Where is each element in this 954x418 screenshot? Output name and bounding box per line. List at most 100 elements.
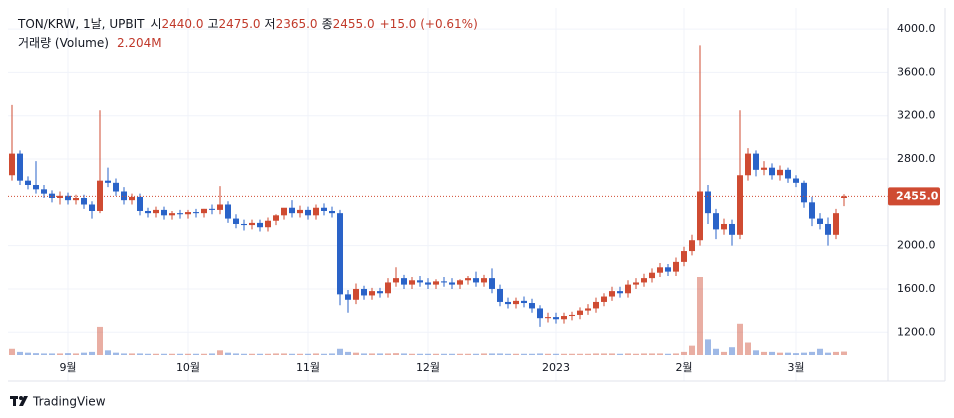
volume-bar (129, 353, 135, 355)
candle-body (673, 261, 679, 272)
candle-body (737, 175, 743, 235)
candle-body (17, 153, 23, 181)
volume-bar (473, 353, 479, 355)
volume-bar (153, 353, 159, 355)
volume-bar (265, 353, 271, 355)
y-tick-label: 4000.0 (897, 22, 936, 35)
candle-body (97, 180, 103, 211)
x-tick-label: 10월 (176, 361, 200, 374)
candle-body (313, 207, 319, 216)
volume-bar (249, 353, 255, 355)
volume-legend: 거래량 (Volume) 2.204M (18, 36, 162, 50)
x-tick-label: 12월 (416, 361, 440, 374)
volume-layer (9, 277, 847, 355)
candle-body (73, 197, 79, 201)
candle-body (633, 282, 639, 285)
candle-body (105, 180, 111, 183)
close-value: 2455.0 (333, 17, 375, 31)
volume-value: 2.204M (117, 36, 162, 50)
volume-bar (449, 353, 455, 355)
candle-body (329, 210, 335, 214)
candle-body (49, 193, 55, 198)
volume-bar (225, 352, 231, 355)
candle-body (793, 178, 799, 183)
candle-body (177, 213, 183, 215)
volume-bar (177, 353, 183, 355)
volume-bar (273, 353, 279, 355)
volume-bar (617, 353, 623, 355)
volume-bar (601, 353, 607, 355)
volume-bar (785, 352, 791, 355)
legend-line: TON/KRW, 1날, UPBIT 시2440.0 고2475.0 저2365.0 종… (17, 17, 478, 31)
volume-bar (337, 348, 343, 355)
last-price-box (888, 187, 940, 206)
candle-body (393, 278, 399, 283)
volume-bar (825, 352, 831, 355)
volume-bar (369, 353, 375, 355)
candle-body (409, 280, 415, 285)
candle-body (553, 317, 559, 320)
y-tick-label: 2000.0 (897, 239, 936, 252)
candle-body (281, 207, 287, 216)
low-value: 2365.0 (276, 17, 318, 31)
candle-body (801, 182, 807, 203)
candle-body (209, 208, 215, 210)
volume-bar (465, 353, 471, 355)
volume-bar (81, 352, 87, 355)
candle-body (505, 301, 511, 305)
volume-bar (241, 353, 247, 355)
brand-logo (10, 396, 28, 406)
volume-bar (689, 345, 695, 355)
high-label: 고 (207, 17, 218, 31)
candle-body (465, 278, 471, 281)
candle-body (569, 314, 575, 317)
volume-bar (329, 353, 335, 355)
volume-bar (633, 353, 639, 355)
candle-body (169, 213, 175, 216)
candle-body (385, 282, 391, 294)
volume-bar (569, 353, 575, 355)
volume-bar (281, 353, 287, 355)
candle-body (609, 291, 615, 297)
candle-body (625, 284, 631, 294)
volume-bar (97, 326, 103, 355)
volume-bar (561, 353, 567, 355)
volume-bar (393, 353, 399, 355)
candle-body (457, 280, 463, 285)
volume-bar (257, 353, 263, 355)
volume-bar (353, 352, 359, 355)
candle-body (65, 195, 71, 201)
volume-bar (33, 353, 39, 355)
candle-body (833, 213, 839, 235)
candle-body (817, 218, 823, 224)
candle-body (425, 282, 431, 285)
volume-bar (665, 353, 671, 355)
candle-body (137, 196, 143, 211)
volume-bar (649, 353, 655, 355)
brand: TradingView (32, 395, 106, 409)
volume-bar (209, 353, 215, 355)
volume-bar (753, 350, 759, 355)
candle-body (721, 223, 727, 230)
candle-body (113, 182, 119, 192)
candle-body (825, 223, 831, 235)
volume-bar (401, 353, 407, 355)
candle-body (433, 281, 439, 285)
volume-bar (713, 348, 719, 355)
candle-body (441, 281, 447, 283)
candle-body (777, 169, 783, 176)
x-tick-label: 3월 (787, 361, 804, 374)
candle-body (193, 212, 199, 214)
volume-bar (9, 348, 15, 355)
low-label: 저 (265, 17, 276, 31)
volume-bar (201, 353, 207, 355)
candle-body (289, 207, 295, 214)
volume-bar (49, 353, 55, 355)
volume-bar (105, 350, 111, 355)
volume-bar (409, 353, 415, 355)
candle-body (769, 167, 775, 176)
volume-bar (17, 351, 23, 355)
volume-bar (193, 353, 199, 355)
y-tick-label: 3600.0 (897, 65, 936, 78)
candle-body (761, 167, 767, 170)
